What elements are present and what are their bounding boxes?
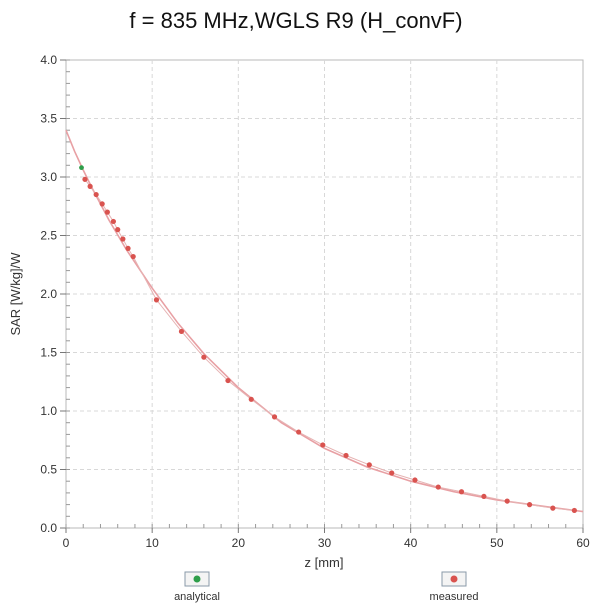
measured-point [389, 470, 395, 476]
analytical-point [79, 165, 84, 171]
x-tick-label: 40 [404, 536, 418, 550]
measured-point [93, 191, 99, 198]
grid [66, 60, 583, 528]
x-axis-label: z [mm] [305, 555, 344, 570]
y-tick-label: 4.0 [40, 53, 57, 67]
measured-point [435, 484, 441, 490]
chart-title: f = 835 MHz,WGLS R9 (H_convF) [129, 8, 463, 33]
measured-point [526, 502, 533, 508]
y-tick-label: 2.0 [40, 287, 57, 301]
y-axis-label: SAR [W/kg]/W [8, 252, 23, 336]
measured-point [87, 183, 93, 189]
legend-marker-analytical [193, 575, 201, 583]
legend-item-measured: measured [430, 571, 479, 603]
legend-item-analytical: analytical [174, 571, 220, 603]
measured-point [366, 462, 372, 468]
y-tick-label: 0.5 [40, 463, 57, 477]
series-points [79, 165, 577, 514]
measured-point [550, 505, 556, 511]
measured-point [458, 489, 465, 495]
x-tick-label: 10 [145, 536, 159, 550]
measured-point [248, 396, 254, 402]
measured-point [120, 236, 126, 242]
legend: analytical measured [174, 571, 479, 603]
measured-point [125, 245, 131, 251]
measured-point [320, 442, 326, 448]
y-tick-label: 3.0 [40, 170, 57, 184]
measured-point [343, 452, 349, 459]
x-tick-label: 50 [490, 536, 504, 550]
y-tick-label: 3.5 [40, 112, 57, 126]
legend-label-analytical: analytical [174, 591, 220, 603]
x-tick-labels: 0 10 20 30 40 50 60 [63, 536, 590, 550]
measured-point [481, 493, 487, 500]
measured-point [504, 498, 510, 504]
x-tick-label: 30 [318, 536, 332, 550]
measured-point [178, 328, 185, 335]
y-tick-label: 1.5 [40, 346, 57, 360]
y-tick-label: 2.5 [40, 229, 57, 243]
measured-point [99, 201, 105, 207]
measured-point [271, 414, 278, 420]
measured-point [571, 507, 577, 514]
y-tick-labels: 0.0 0.5 1.0 1.5 2.0 2.5 3.0 3.5 4.0 [40, 53, 57, 535]
y-tick-label: 0.0 [40, 521, 57, 535]
measured-point [225, 377, 231, 384]
y-tick-label: 1.0 [40, 404, 57, 418]
measured-point [153, 297, 160, 303]
measured-point [115, 227, 121, 233]
legend-marker-measured [450, 575, 458, 583]
x-tick-label: 0 [63, 536, 70, 550]
x-tick-label: 60 [576, 536, 590, 550]
measured-point [201, 354, 207, 360]
minor-ticks [60, 59, 584, 533]
measured-point [296, 429, 302, 435]
legend-label-measured: measured [430, 591, 479, 603]
measured-point [130, 253, 136, 260]
measured-point [82, 176, 88, 182]
measured-point [110, 218, 116, 225]
x-tick-label: 20 [232, 536, 246, 550]
measured-point [412, 477, 418, 483]
measured-point [104, 209, 110, 215]
